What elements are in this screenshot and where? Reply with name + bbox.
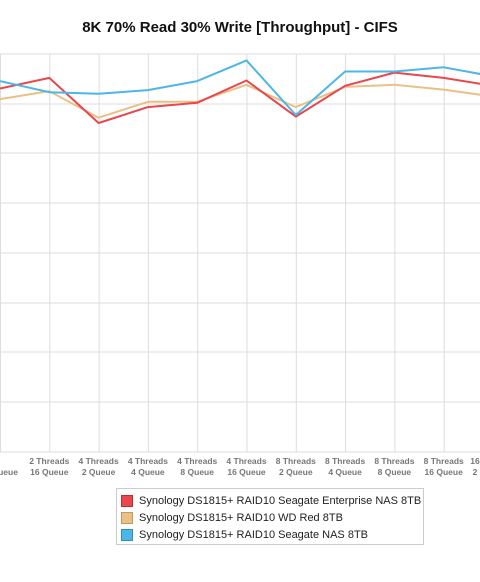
series-line-2: [0, 59, 480, 116]
legend-label-seagate-enterprise: Synology DS1815+ RAID10 Seagate Enterpri…: [139, 494, 422, 507]
x-tick-label: 4 Threads 8 Queue: [177, 456, 217, 477]
x-tick-label: 8 Threads 8 Queue: [374, 456, 414, 477]
legend-swatch-seagate-enterprise: [121, 494, 133, 507]
legend-label-seagate-nas: Synology DS1815+ RAID10 Seagate NAS 8TB: [139, 528, 368, 541]
x-tick-label: 8 Threads 2 Queue: [276, 456, 316, 477]
x-tick-label: 4 Threads 16 Queue: [226, 456, 266, 477]
legend-item-seagate-enterprise: Synology DS1815+ RAID10 Seagate Enterpri…: [121, 492, 423, 509]
x-tick-label: 16 2: [470, 456, 480, 477]
x-tick-label: 4 Threads 4 Queue: [128, 456, 168, 477]
x-axis-tick-labels: ueue 2 Threads 16 Queue 4 Threads 2 Queue 4 T…: [0, 456, 480, 477]
chart-title: 8K 70% Read 30% Write [Throughput] - CIF…: [82, 19, 398, 36]
x-tick-label: 2 Threads 16 Queue: [29, 456, 69, 477]
x-tick-label: ueue: [0, 467, 18, 477]
series-line-1: [0, 83, 480, 119]
legend-swatch-wd-red: [121, 511, 133, 524]
series-lines: [0, 59, 480, 124]
legend-item-wd-red: Synology DS1815+ RAID10 WD Red 8TB: [121, 509, 423, 526]
grid-lines: [0, 53, 480, 453]
x-tick-label: 8 Threads 16 Queue: [424, 456, 464, 477]
legend-label-wd-red: Synology DS1815+ RAID10 WD Red 8TB: [139, 511, 343, 524]
legend-swatch-seagate-nas: [121, 528, 133, 541]
legend: Synology DS1815+ RAID10 Seagate Enterpri…: [116, 488, 424, 545]
legend-item-seagate-nas: Synology DS1815+ RAID10 Seagate NAS 8TB: [121, 526, 423, 543]
series-line-0: [0, 71, 480, 124]
x-tick-label: 8 Threads 4 Queue: [325, 456, 365, 477]
x-tick-label: 4 Threads 2 Queue: [79, 456, 119, 477]
line-chart-plot: ueue 2 Threads 16 Queue 4 Threads 2 Queue 4 T…: [0, 53, 480, 477]
